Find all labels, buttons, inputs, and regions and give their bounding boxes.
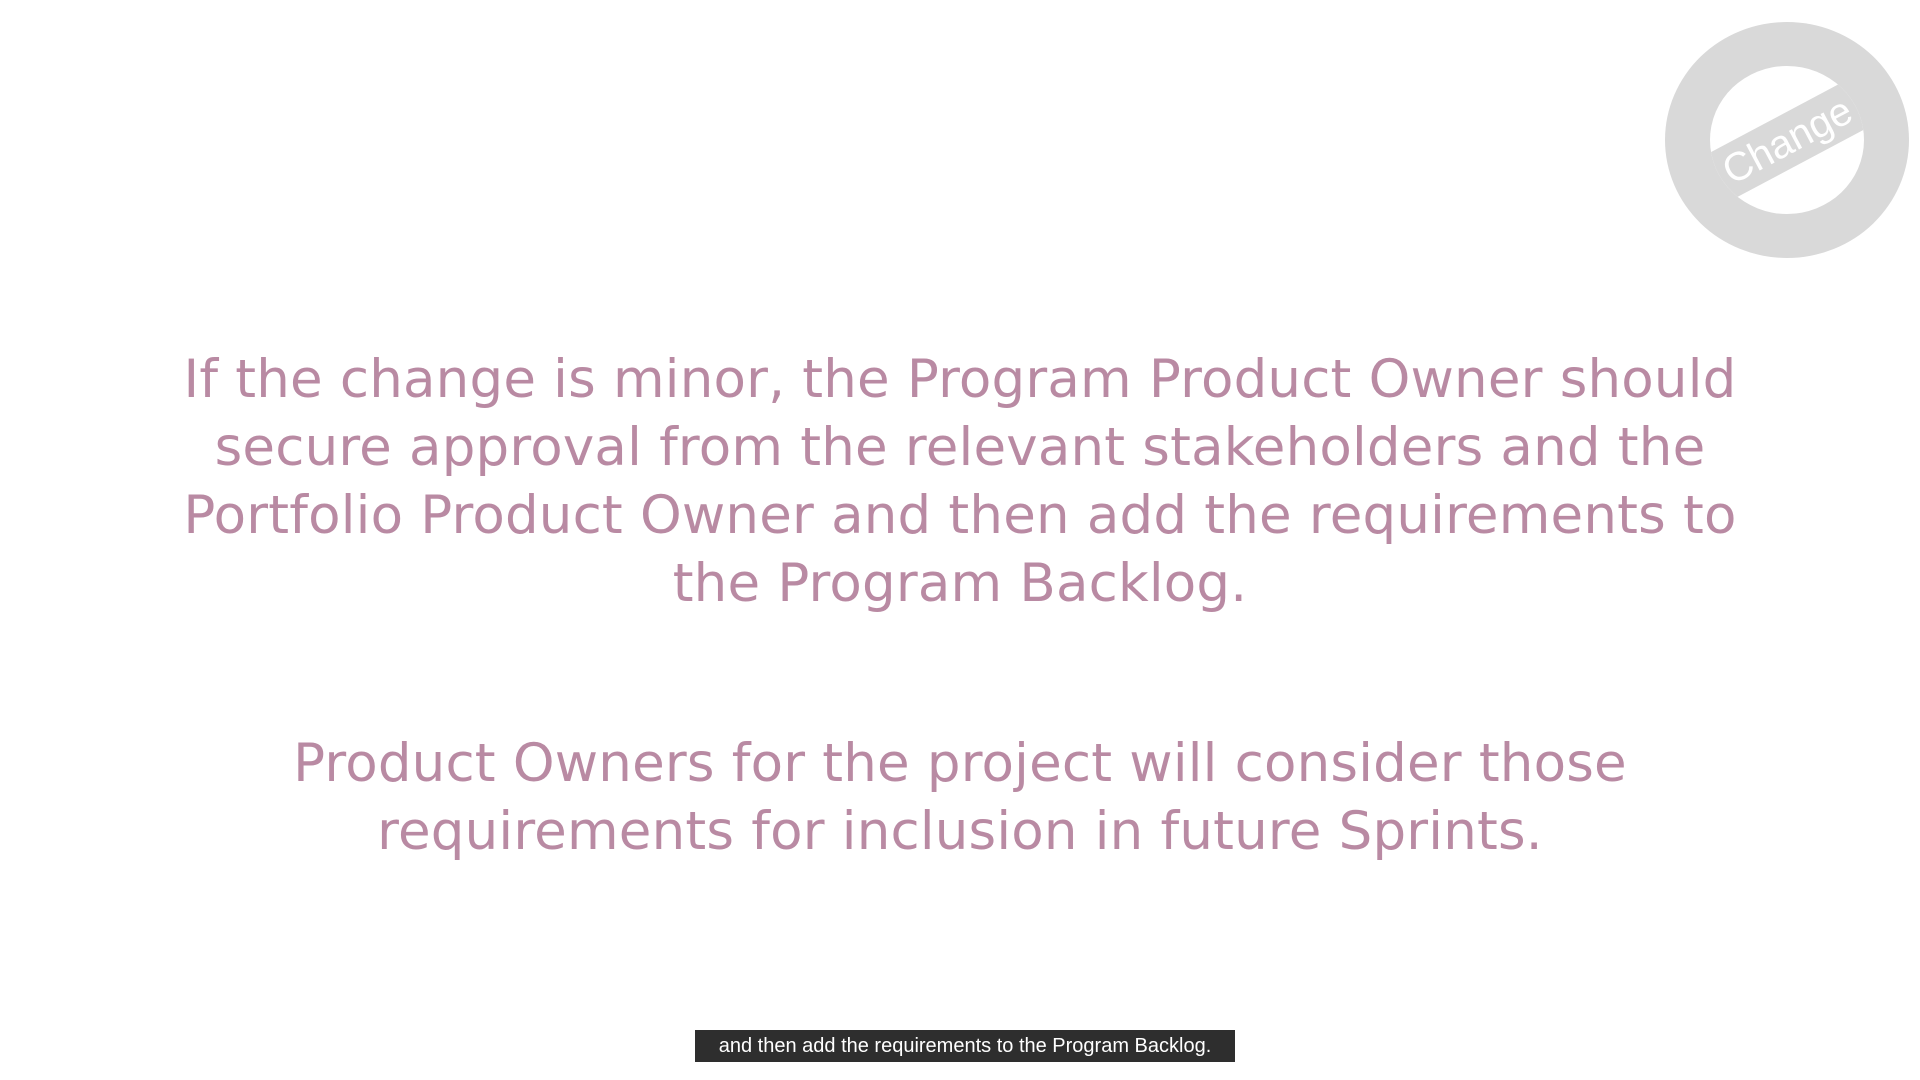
paragraph-line: the Program Backlog. — [672, 553, 1248, 614]
secondary-paragraph: Product Owners for the project will cons… — [0, 730, 1920, 866]
subtitle-caption: and then add the requirements to the Pro… — [695, 1030, 1235, 1062]
change-badge-icon: Change — [1665, 21, 1910, 259]
paragraph-line: Product Owners for the project will cons… — [293, 733, 1627, 794]
paragraph-line: secure approval from the relevant stakeh… — [214, 417, 1706, 478]
paragraph-line: Portfolio Product Owner and then add the… — [183, 485, 1737, 546]
main-paragraph: If the change is minor, the Program Prod… — [0, 346, 1920, 618]
paragraph-line: requirements for inclusion in future Spr… — [377, 801, 1543, 862]
paragraph-line: If the change is minor, the Program Prod… — [183, 349, 1737, 410]
